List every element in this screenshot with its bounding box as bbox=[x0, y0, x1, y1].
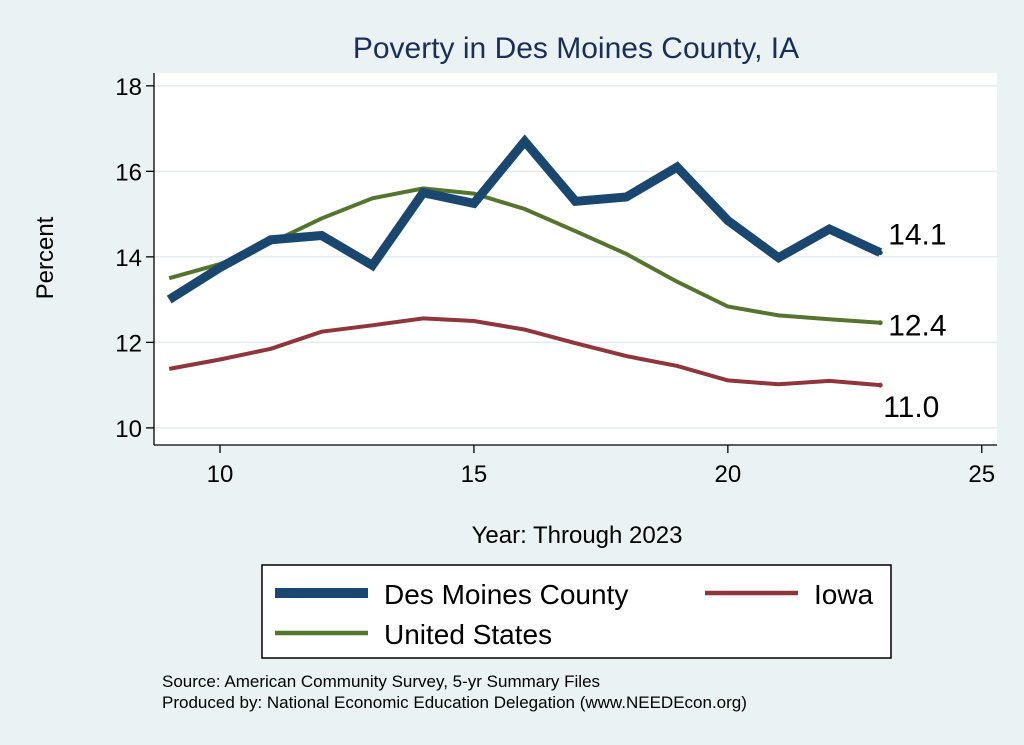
end-marker-united-states bbox=[877, 320, 883, 326]
series-line-des-moines-county bbox=[166, 134, 883, 304]
produced-by-note: Produced by: National Economic Education… bbox=[162, 693, 747, 712]
end-marker-iowa bbox=[877, 382, 883, 388]
end-marker-des-moines-county bbox=[877, 250, 883, 256]
y-tick-label-14: 14 bbox=[115, 245, 142, 272]
chart-title: Poverty in Des Moines County, IA bbox=[353, 32, 799, 65]
end-labels: 11.0 12.4 14.1 bbox=[883, 219, 946, 425]
legend-label-des-moines-county: Des Moines County bbox=[384, 579, 628, 610]
source-note: Source: American Community Survey, 5-yr … bbox=[162, 672, 600, 691]
x-tick-label-15: 15 bbox=[461, 461, 488, 488]
x-tick-label-25: 25 bbox=[968, 461, 995, 488]
x-axis-ticks: 10 15 20 25 bbox=[207, 445, 995, 488]
y-tick-label-18: 18 bbox=[115, 74, 142, 101]
end-label-united-states: 12.4 bbox=[888, 310, 946, 343]
x-axis-title: Year: Through 2023 bbox=[472, 522, 683, 549]
legend-label-united-states: United States bbox=[384, 619, 552, 650]
plot-background bbox=[154, 73, 997, 445]
legend: Des Moines County Iowa United States bbox=[261, 564, 892, 659]
end-label-iowa: 11.0 bbox=[883, 391, 939, 424]
legend-box bbox=[261, 564, 892, 659]
x-tick-label-10: 10 bbox=[207, 461, 234, 488]
legend-label-iowa: Iowa bbox=[814, 579, 874, 610]
series-line-iowa bbox=[168, 316, 881, 388]
y-axis-title: Percent bbox=[32, 216, 59, 299]
x-tick-label-20: 20 bbox=[714, 461, 741, 488]
y-tick-label-16: 16 bbox=[115, 159, 142, 186]
series-lines bbox=[166, 134, 883, 388]
y-axis-ticks: 10 12 14 16 18 bbox=[115, 74, 154, 443]
y-tick-label-12: 12 bbox=[115, 330, 142, 357]
y-tick-label-10: 10 bbox=[115, 416, 142, 443]
end-label-des-moines-county: 14.1 bbox=[888, 219, 946, 252]
